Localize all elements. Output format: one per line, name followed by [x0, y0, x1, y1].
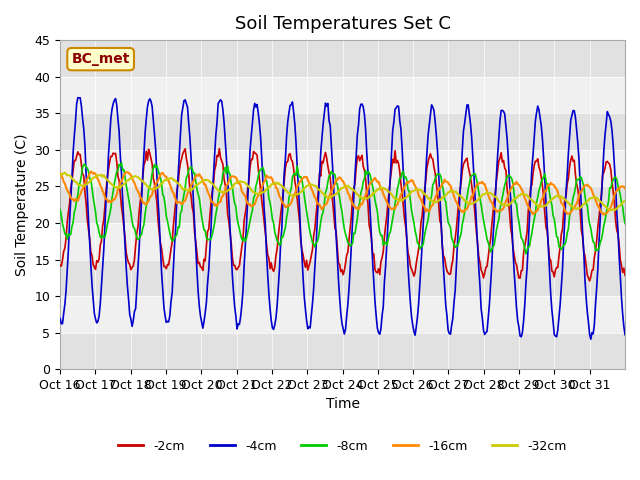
Bar: [60, 186, 625, 223]
Y-axis label: Soil Temperature (C): Soil Temperature (C): [15, 133, 29, 276]
Bar: [60, 260, 625, 296]
Legend: -2cm, -4cm, -8cm, -16cm, -32cm: -2cm, -4cm, -8cm, -16cm, -32cm: [113, 435, 572, 458]
Text: BC_met: BC_met: [72, 52, 130, 66]
Bar: [60, 113, 625, 150]
Title: Soil Temperatures Set C: Soil Temperatures Set C: [235, 15, 451, 33]
X-axis label: Time: Time: [326, 397, 360, 411]
Bar: [60, 40, 625, 77]
Bar: [60, 333, 625, 369]
